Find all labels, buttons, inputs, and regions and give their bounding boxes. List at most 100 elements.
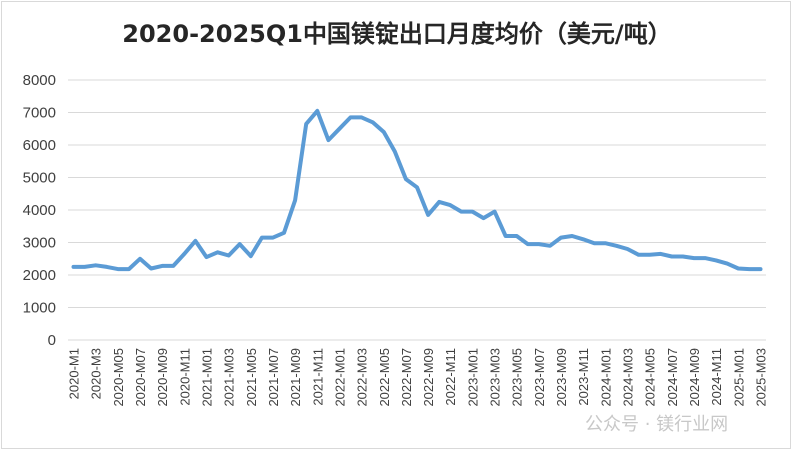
data-point — [736, 266, 740, 271]
data-point — [393, 149, 397, 154]
data-point — [515, 234, 519, 238]
data-point — [426, 213, 430, 217]
data-point — [83, 265, 87, 269]
data-point — [249, 254, 253, 258]
x-tick-label: 2022-M07 — [399, 348, 414, 407]
data-point — [437, 200, 441, 204]
data-point — [725, 262, 729, 266]
data-point — [404, 177, 408, 181]
x-tick-label: 2025-M03 — [753, 348, 768, 407]
data-point — [193, 239, 198, 243]
x-tick-label: 2023-M03 — [488, 348, 503, 407]
data-point — [238, 242, 242, 246]
x-tick-label: 2020-M05 — [111, 348, 126, 407]
data-point — [138, 257, 142, 261]
data-point — [293, 198, 297, 202]
y-tick-label: 7000 — [23, 105, 56, 122]
y-tick-label: 5000 — [23, 170, 56, 187]
data-point — [670, 254, 674, 259]
data-point — [581, 237, 585, 241]
data-point — [315, 109, 319, 113]
data-point — [326, 138, 330, 142]
data-point — [204, 255, 209, 259]
data-point — [116, 267, 120, 271]
data-point — [271, 236, 275, 240]
data-point — [160, 264, 164, 268]
data-point — [592, 241, 596, 245]
data-point — [703, 256, 707, 260]
y-tick-label: 4000 — [23, 202, 56, 219]
data-point — [94, 263, 98, 267]
x-tick-label: 2024-M05 — [643, 348, 658, 407]
data-point — [570, 234, 574, 238]
data-point — [127, 267, 131, 271]
x-tick-label: 2020-M07 — [133, 348, 148, 407]
x-tick-label: 2021-M11 — [310, 348, 325, 406]
data-point — [492, 210, 497, 214]
x-tick-label: 2024-M11 — [709, 348, 724, 406]
x-tick-label: 2023-M01 — [465, 348, 480, 407]
y-tick-label: 1000 — [23, 300, 56, 317]
x-tick-label: 2023-M05 — [510, 348, 525, 407]
data-point — [304, 122, 308, 126]
data-point — [260, 236, 264, 240]
data-point — [526, 242, 530, 246]
data-point — [227, 253, 231, 258]
x-tick-label: 2020-M09 — [155, 348, 170, 407]
x-axis-ticks: 2020-M1 2020-M3 2020-M05 2020-M07 2020-M09 20… — [67, 348, 769, 407]
y-tick-label: 6000 — [23, 137, 56, 154]
x-tick-label: 2021-M05 — [244, 348, 259, 407]
x-tick-label: 2024-M07 — [665, 348, 680, 407]
data-point — [360, 115, 364, 119]
data-point — [714, 258, 718, 262]
data-point — [559, 236, 563, 240]
data-point — [171, 264, 175, 268]
data-point — [481, 216, 486, 220]
x-tick-label: 2020-M1 — [67, 348, 82, 399]
data-point — [648, 253, 652, 257]
x-tick-label: 2022-M11 — [443, 348, 458, 406]
y-axis-ticks: 0 1000 2000 3000 4000 5000 6000 7000 8000 — [23, 72, 56, 349]
x-tick-label: 2022-M03 — [355, 348, 370, 407]
data-point — [692, 256, 696, 260]
data-point — [625, 247, 630, 251]
x-tick-label: 2021-M07 — [266, 348, 281, 407]
data-point — [448, 203, 452, 207]
data-point — [758, 267, 763, 271]
data-point — [182, 252, 186, 256]
y-tick-label: 3000 — [23, 235, 56, 252]
data-point — [382, 130, 386, 134]
data-point — [603, 241, 607, 245]
data-point — [149, 266, 153, 271]
x-tick-label: 2020-M11 — [177, 348, 192, 406]
x-tick-label: 2022-M09 — [421, 348, 436, 407]
data-point — [636, 253, 641, 257]
x-tick-label: 2025-M01 — [731, 348, 746, 407]
x-tick-label: 2024-M09 — [687, 348, 702, 407]
x-tick-label: 2023-M11 — [576, 348, 591, 406]
series-layer — [71, 108, 763, 272]
data-point — [371, 120, 375, 124]
x-tick-label: 2022-M01 — [332, 348, 347, 407]
data-point — [459, 210, 463, 214]
data-point — [504, 234, 508, 238]
data-point — [614, 244, 619, 248]
data-point — [681, 254, 685, 259]
gridlines — [68, 79, 766, 341]
data-point — [71, 265, 76, 269]
x-tick-label: 2022-M05 — [377, 348, 392, 407]
data-point — [348, 115, 353, 119]
y-tick-label: 8000 — [23, 72, 56, 89]
x-tick-label: 2021-M01 — [199, 348, 214, 407]
data-point — [548, 244, 552, 248]
data-point — [747, 267, 751, 271]
y-tick-label: 2000 — [23, 267, 56, 284]
series-line-0 — [71, 108, 763, 272]
data-point — [659, 252, 663, 256]
data-point — [470, 210, 474, 214]
x-tick-label: 2020-M3 — [89, 348, 104, 399]
data-point — [337, 127, 342, 131]
x-tick-label: 2023-M07 — [532, 348, 547, 407]
